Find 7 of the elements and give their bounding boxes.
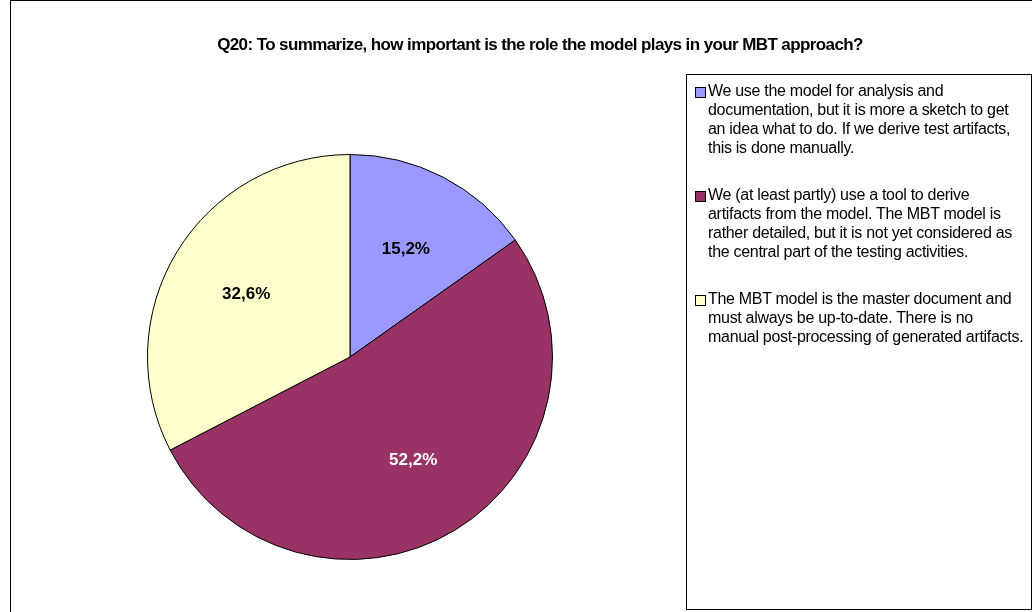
legend-label: We use the model for analysis and documentation, but it is more a sketch to get an idea what to do. If we derive test artifacts, this is done manually.	[708, 81, 1012, 157]
data-label: 15,2%	[381, 238, 430, 258]
data-label: 32,6%	[222, 283, 271, 303]
chart-title: Q20: To summarize, how important is the role the model plays in your MBT approach?	[216, 34, 864, 55]
legend-label: We (at least partly) use a tool to derive artifacts from the model. The MBT model is rather detailed, but it is not yet considered as the central part of the testing activities.	[708, 185, 1013, 261]
data-label: 52,2%	[389, 450, 438, 470]
legend-label: The MBT model is the master document and must always be up-to-date. There is no manual post-processing of generated artifacts.	[708, 289, 1025, 346]
